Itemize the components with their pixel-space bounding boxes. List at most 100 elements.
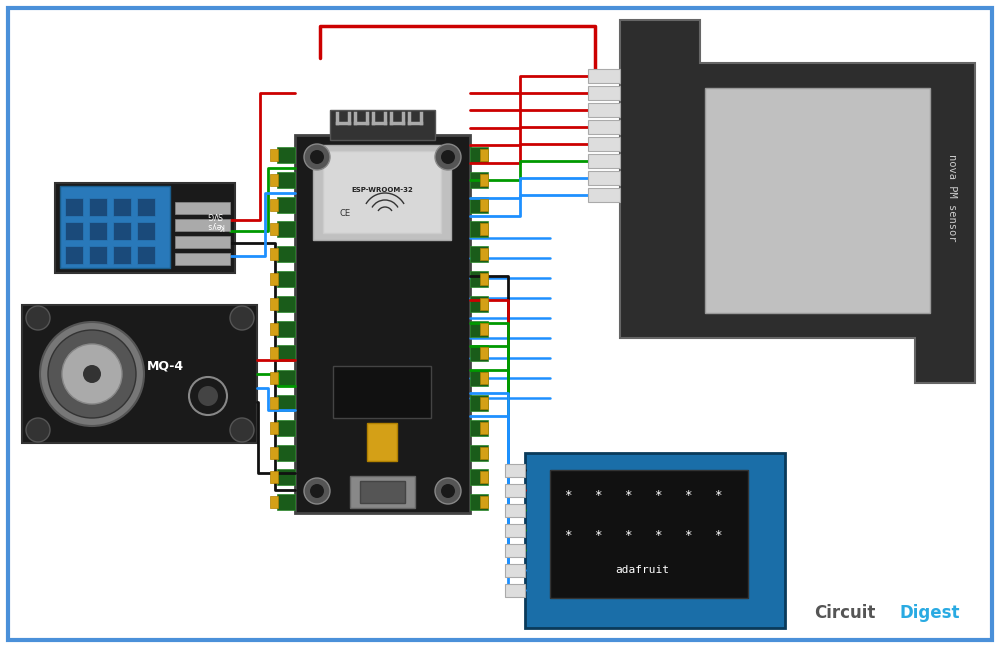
Bar (277, 395, 295, 411)
Text: CE: CE (339, 209, 351, 218)
Bar (277, 321, 295, 336)
Bar (270, 298, 278, 310)
Bar (333, 366, 431, 418)
Text: *: * (684, 529, 692, 542)
Circle shape (304, 144, 330, 170)
Bar (270, 347, 278, 360)
Text: *: * (684, 489, 692, 502)
Bar (277, 420, 295, 436)
Text: *: * (564, 489, 572, 502)
Bar (470, 370, 488, 386)
Text: Digest: Digest (900, 604, 960, 622)
Bar (480, 273, 488, 285)
Bar (89, 246, 107, 264)
Bar (270, 224, 278, 235)
Text: *: * (654, 529, 662, 542)
Bar (588, 86, 620, 100)
Bar (330, 110, 435, 140)
Bar (480, 149, 488, 161)
Circle shape (441, 484, 455, 498)
Bar (480, 224, 488, 235)
Bar (22, 305, 257, 443)
Bar (270, 422, 278, 434)
Circle shape (304, 478, 330, 504)
Bar (505, 524, 525, 537)
Bar (470, 196, 488, 213)
Bar (588, 154, 620, 168)
Text: *: * (594, 489, 602, 502)
Bar (550, 470, 748, 598)
Text: ESP-WROOM-32: ESP-WROOM-32 (351, 187, 413, 193)
Bar (588, 188, 620, 202)
Text: *: * (564, 529, 572, 542)
Bar (470, 420, 488, 436)
Bar (470, 271, 488, 287)
Bar (55, 183, 235, 273)
Bar (277, 469, 295, 485)
Circle shape (62, 344, 122, 404)
Bar (137, 198, 155, 216)
Bar (480, 248, 488, 260)
Bar (270, 149, 278, 161)
Bar (277, 271, 295, 287)
Bar (505, 484, 525, 497)
Circle shape (83, 365, 101, 383)
Bar (277, 246, 295, 262)
Circle shape (189, 377, 227, 415)
Text: adafruit: adafruit (615, 565, 669, 575)
Bar (505, 584, 525, 597)
Bar (470, 222, 488, 237)
Bar (277, 222, 295, 237)
Bar (270, 446, 278, 459)
Bar (470, 345, 488, 362)
Bar (175, 219, 230, 231)
Bar (525, 453, 785, 628)
Text: *: * (624, 489, 632, 502)
Bar (270, 248, 278, 260)
Bar (89, 222, 107, 240)
Bar (295, 135, 470, 513)
Bar (277, 295, 295, 312)
Bar (65, 246, 83, 264)
Bar (480, 397, 488, 409)
Bar (470, 321, 488, 336)
Bar (705, 88, 930, 313)
Bar (270, 174, 278, 186)
Bar (480, 198, 488, 211)
Text: *: * (714, 489, 722, 502)
Circle shape (26, 418, 50, 442)
Bar (270, 323, 278, 334)
Text: *: * (624, 529, 632, 542)
Circle shape (198, 386, 218, 406)
Bar (588, 69, 620, 83)
Bar (505, 544, 525, 557)
Bar (470, 445, 488, 461)
Bar (505, 464, 525, 477)
Text: nova PM sensor: nova PM sensor (947, 154, 957, 242)
Bar (277, 445, 295, 461)
Bar (588, 120, 620, 134)
Bar (480, 471, 488, 483)
Bar (175, 253, 230, 265)
Bar (113, 222, 131, 240)
Text: MQ-4: MQ-4 (146, 360, 184, 373)
Text: *: * (594, 529, 602, 542)
Circle shape (441, 150, 455, 164)
Bar (277, 147, 295, 163)
Bar (350, 476, 415, 508)
Bar (65, 198, 83, 216)
Circle shape (435, 144, 461, 170)
Bar (367, 423, 397, 461)
Bar (480, 174, 488, 186)
Bar (270, 397, 278, 409)
Bar (323, 151, 441, 233)
Bar (277, 370, 295, 386)
Bar (270, 496, 278, 508)
Bar (270, 471, 278, 483)
Bar (360, 481, 405, 503)
Bar (277, 172, 295, 188)
Bar (89, 198, 107, 216)
Circle shape (230, 306, 254, 330)
Circle shape (48, 330, 136, 418)
Bar (470, 147, 488, 163)
